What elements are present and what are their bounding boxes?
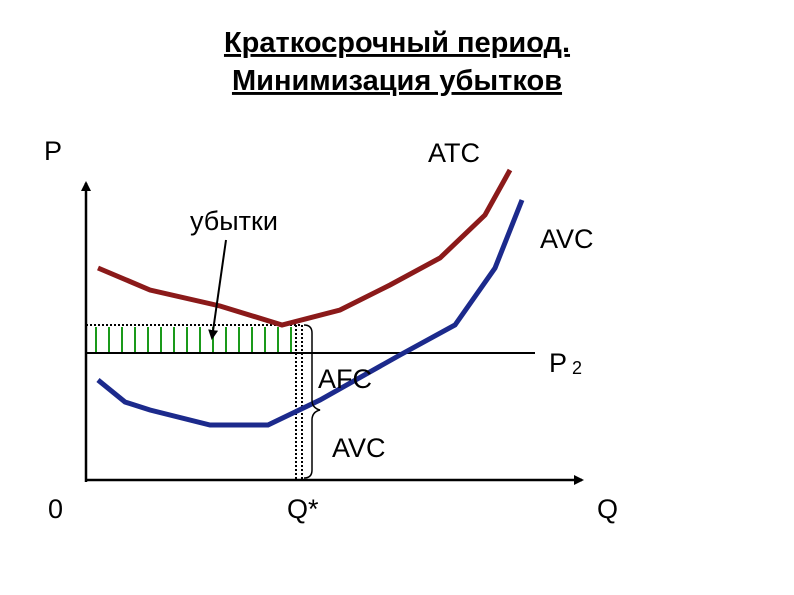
avc-label: AVC <box>540 224 594 254</box>
price-label: P <box>549 348 567 378</box>
title-line: Краткосрочный период. <box>224 27 570 59</box>
x-axis-label: Q <box>597 494 618 524</box>
losses-arrow <box>208 239 227 340</box>
origin-label: 0 <box>48 494 63 524</box>
avc-segment-label: AVC <box>332 433 386 463</box>
afc-label: AFC <box>318 364 372 394</box>
brace <box>303 324 321 479</box>
atc-curve <box>97 168 513 328</box>
losses-label: убытки <box>190 206 278 236</box>
dotted-guides <box>86 324 303 480</box>
avc-curve <box>96 199 525 428</box>
y-axis-label: P <box>44 136 62 166</box>
title-line: Минимизация убытков <box>232 65 562 97</box>
q-star-label: Q* <box>287 494 319 524</box>
atc-label: ATC <box>428 138 480 168</box>
price-subscript: 2 <box>572 358 582 378</box>
loss-hatch <box>95 327 292 353</box>
